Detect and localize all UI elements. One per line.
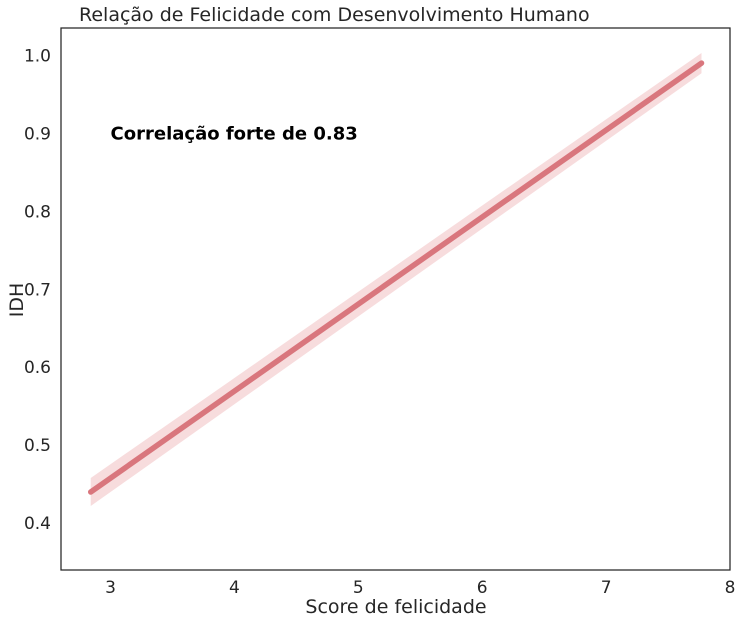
regression-line xyxy=(87,60,705,495)
correlation-annotation: Correlação forte de 0.83 xyxy=(111,123,358,144)
y-axis-ticks: 0.4 0.5 0.6 0.7 0.8 0.9 1.0 xyxy=(24,46,51,534)
x-tick-label: 4 xyxy=(229,578,240,598)
x-tick-label: 5 xyxy=(353,578,364,598)
x-tick-label: 8 xyxy=(725,578,736,598)
x-tick-label: 3 xyxy=(105,578,116,598)
y-tick-label: 0.5 xyxy=(24,436,51,456)
y-tick-label: 0.7 xyxy=(24,280,51,300)
chart-title: Relação de Felicidade com Desenvolviment… xyxy=(79,4,590,26)
y-tick-label: 0.9 xyxy=(24,124,51,144)
x-axis-label: Score de felicidade xyxy=(305,596,486,618)
x-axis-ticks: 3 4 5 6 7 8 xyxy=(105,578,735,598)
x-tick-label: 6 xyxy=(477,578,488,598)
y-tick-label: 1.0 xyxy=(24,46,51,66)
x-tick-label: 7 xyxy=(601,578,612,598)
regression-line-layer xyxy=(87,60,705,495)
y-axis-label: IDH xyxy=(6,283,28,318)
y-tick-label: 0.4 xyxy=(24,514,51,534)
plot-frame xyxy=(60,27,731,571)
y-tick-label: 0.8 xyxy=(24,202,51,222)
y-tick-label: 0.6 xyxy=(24,358,51,378)
